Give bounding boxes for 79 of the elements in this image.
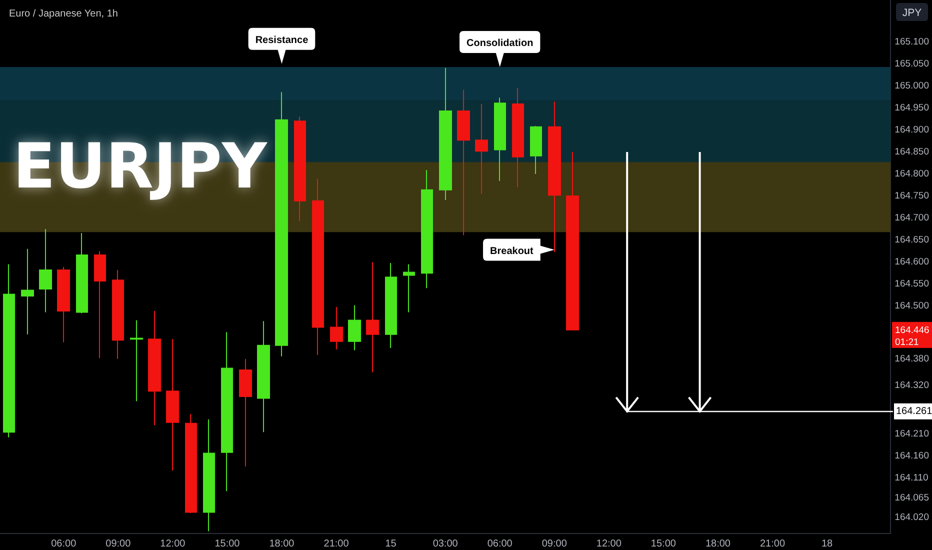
callout: Consolidation: [460, 30, 540, 67]
y-tick-label: 164.320: [894, 380, 930, 391]
text: Euro / Japanese Yen, 1h: [9, 8, 118, 20]
candlestick: [130, 320, 143, 402]
annotation: Breakout: [490, 246, 534, 257]
candlestick: [475, 103, 488, 194]
candlestick: [148, 310, 161, 426]
candlestick: [439, 67, 452, 200]
candlestick: [421, 170, 433, 289]
x-tick-label: 21:00: [760, 538, 786, 550]
y-tick-label: 164.750: [894, 190, 930, 202]
x-tick-label: 18:00: [705, 538, 731, 550]
x-tick-label: 21:00: [324, 538, 350, 550]
candlestick: [294, 116, 306, 222]
x-tick-label: 15: [385, 538, 397, 550]
candlestick: [275, 92, 288, 357]
y-tick-label: 164.850: [894, 146, 930, 158]
candlestick: [3, 264, 15, 438]
x-tick-label: 09:00: [106, 538, 132, 550]
y-tick-label: 165.000: [894, 80, 930, 92]
x-tick-label: 12:00: [596, 538, 622, 550]
y-tick-label: 164.900: [894, 124, 930, 136]
y-tick-label: 164.020: [894, 512, 930, 524]
candlestick: [548, 101, 561, 252]
candlestick: [185, 414, 197, 514]
y-tick-label: 164.700: [894, 212, 930, 224]
annotation: Resistance: [255, 34, 309, 46]
y-tick-label: 164.800: [894, 168, 930, 180]
candlestick: [57, 266, 70, 343]
candlestick: [94, 250, 106, 359]
x-tick-label: 06:00: [487, 538, 513, 550]
x-tick-label: 15:00: [650, 538, 676, 550]
x-tick-label: 18:00: [269, 538, 295, 550]
y-tick-label: 165.100: [894, 36, 930, 48]
candlestick: [457, 89, 470, 236]
candlestick: [385, 262, 397, 348]
ref-line-label: 164.261: [896, 406, 932, 417]
annotation: Consolidation: [466, 38, 534, 49]
candlestick: [203, 418, 215, 532]
y-tick-label: 164.160: [894, 450, 930, 462]
candlestick: [348, 304, 361, 351]
candlestick: [239, 358, 252, 467]
y-tick-label: 164.500: [894, 300, 930, 312]
y-tick-label: 164.600: [894, 256, 930, 268]
text: EURJPY: [13, 130, 268, 202]
y-axis-title: JPY: [902, 7, 922, 19]
candlestick: [39, 228, 52, 313]
x-tick-label: 06:00: [51, 538, 77, 550]
candlestick: [221, 332, 233, 492]
x-tick-label: 12:00: [160, 538, 186, 550]
candlestick: [494, 97, 506, 182]
y-tick-label: 164.380: [894, 354, 930, 365]
candlestick: [403, 264, 415, 313]
y-tick-label: 164.650: [894, 234, 930, 246]
y-tick-label: 164.210: [894, 428, 930, 440]
y-tick-label: 164.110: [894, 472, 928, 484]
candlestick: [76, 232, 88, 314]
candlestick: [112, 270, 124, 360]
candlestick: [312, 178, 324, 356]
candlestick: [566, 151, 579, 330]
text: 01:21: [895, 336, 919, 348]
x-tick-label: 18: [821, 538, 834, 550]
candlestick: [21, 248, 34, 335]
x-tick-label: 09:00: [542, 538, 568, 550]
y-tick-label: 164.950: [894, 102, 930, 114]
candlestick: [330, 306, 343, 350]
candlestick: [530, 125, 542, 174]
y-tick-label: 164.065: [894, 492, 930, 504]
y-tick-label: 164.550: [894, 278, 930, 290]
candlestick: [366, 262, 379, 373]
y-tick-label: 165.050: [894, 58, 930, 70]
text: 164.446: [895, 324, 930, 336]
x-tick-label: 15:00: [214, 538, 240, 550]
candlestick: [512, 88, 524, 188]
candlestick: [166, 338, 179, 471]
callout: Breakout: [483, 238, 554, 261]
candlestick: [257, 320, 270, 433]
callout: Resistance: [248, 28, 316, 64]
x-tick-label: 03:00: [432, 538, 458, 550]
